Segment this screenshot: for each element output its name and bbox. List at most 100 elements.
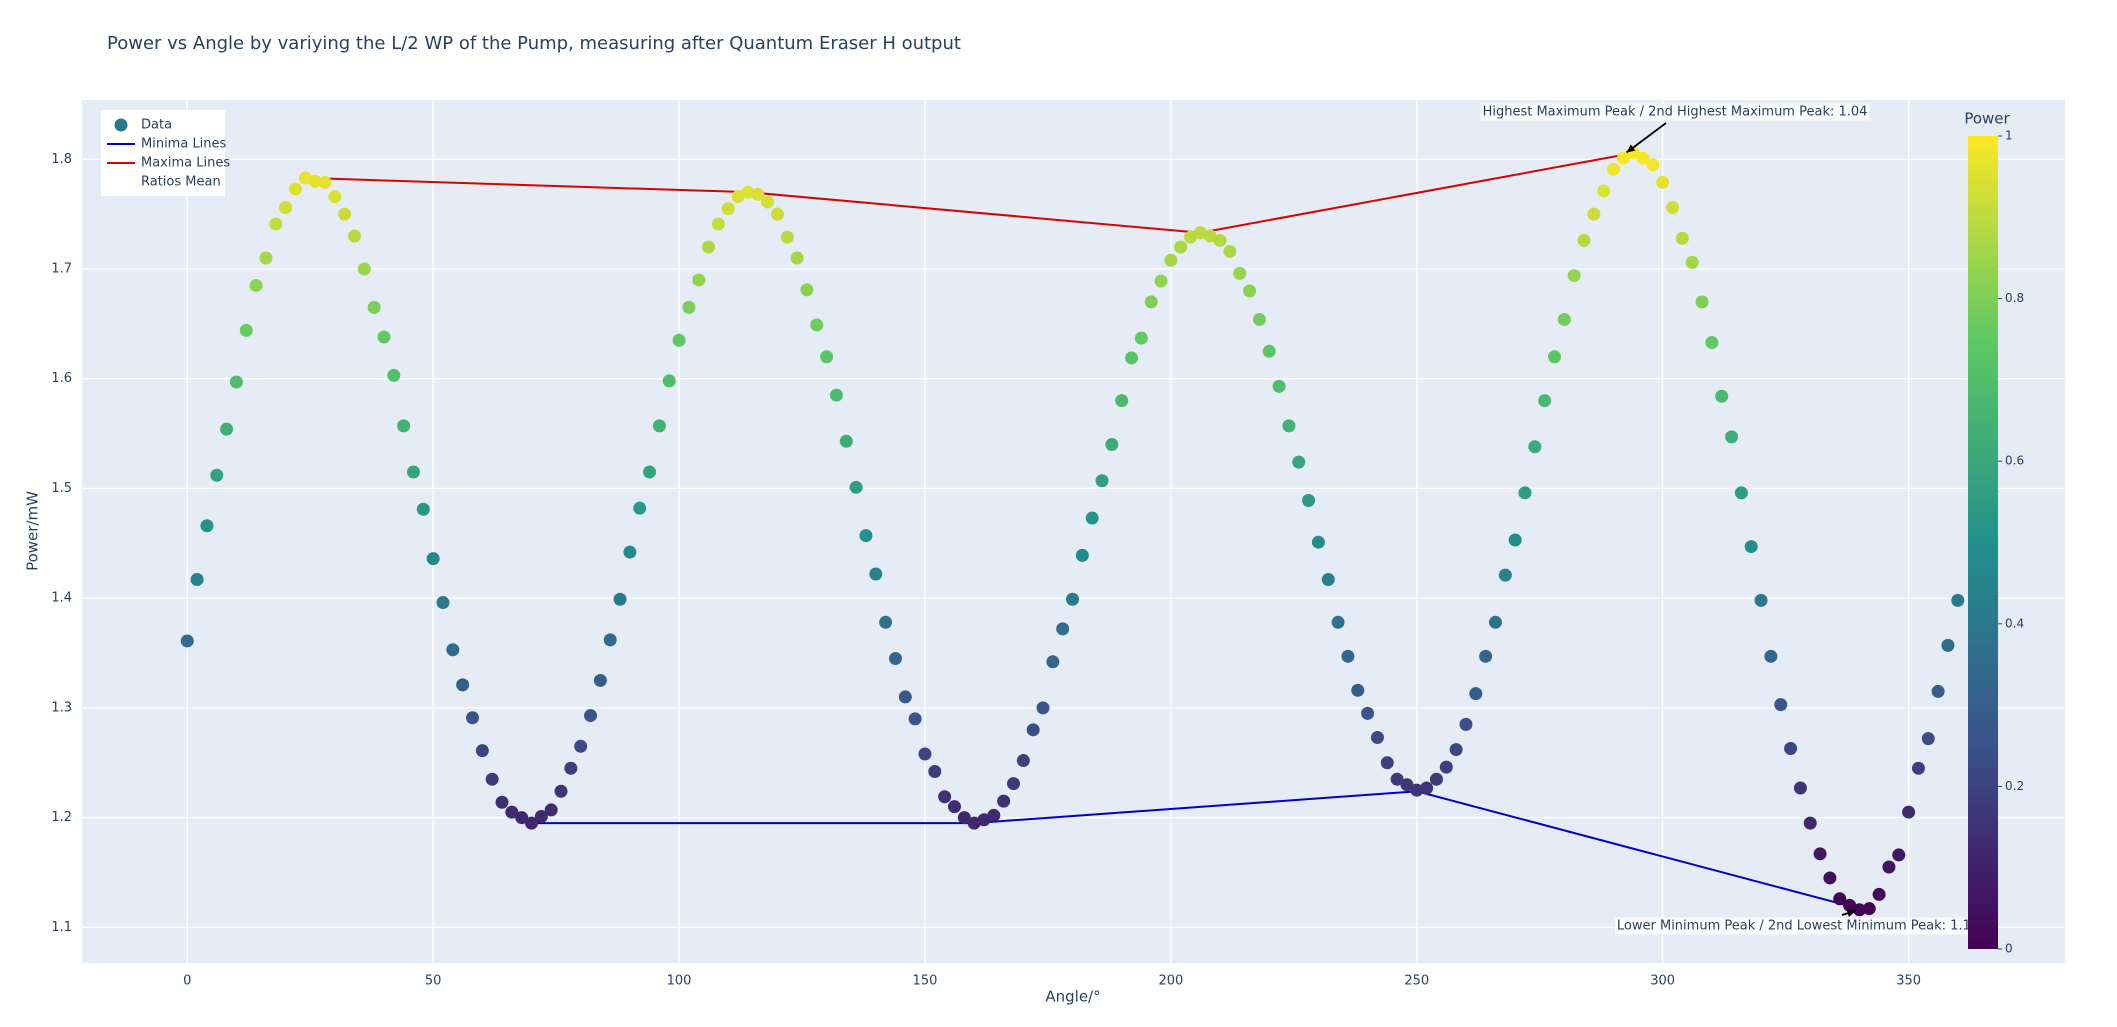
data-point xyxy=(800,283,814,297)
data-point xyxy=(1341,649,1355,663)
data-point xyxy=(1685,255,1699,269)
data-point xyxy=(1262,344,1276,358)
data-point xyxy=(1459,717,1473,731)
data-point xyxy=(1144,295,1158,309)
data-point xyxy=(967,816,981,830)
data-point xyxy=(1321,573,1335,587)
data-point xyxy=(544,803,558,817)
data-point xyxy=(249,278,263,292)
chart-title: Power vs Angle by variying the L/2 WP of… xyxy=(107,33,961,54)
data-point xyxy=(475,744,489,758)
data-point xyxy=(623,545,637,559)
data-point xyxy=(515,811,529,825)
data-point xyxy=(820,350,834,364)
data-point xyxy=(1134,331,1148,345)
data-point xyxy=(1046,655,1060,669)
series-line xyxy=(531,790,1860,910)
data-point xyxy=(810,318,824,332)
data-point xyxy=(997,794,1011,808)
annotation-arrowhead xyxy=(1846,909,1856,917)
data-point xyxy=(888,652,902,666)
data-point xyxy=(849,480,863,494)
data-point xyxy=(1793,781,1807,795)
legend-label: Maxima Lines xyxy=(141,156,230,171)
data-point xyxy=(220,422,234,436)
data-point xyxy=(859,529,873,543)
x-axis-title: Angle/° xyxy=(1045,988,1100,1006)
x-tick-label: 0 xyxy=(183,974,191,989)
data-point xyxy=(279,201,293,215)
data-point xyxy=(367,300,381,314)
data-point xyxy=(1941,638,1955,652)
annotation-arrowhead xyxy=(1626,144,1636,153)
legend-label: Minima Lines xyxy=(141,137,227,152)
data-point xyxy=(1125,351,1139,365)
data-point xyxy=(908,712,922,726)
data-point xyxy=(1774,698,1788,712)
data-point xyxy=(406,465,420,479)
data-point xyxy=(613,592,627,606)
data-point xyxy=(1803,816,1817,830)
data-point xyxy=(1931,684,1945,698)
data-point xyxy=(839,434,853,448)
data-point xyxy=(426,552,440,566)
data-point xyxy=(1223,244,1237,258)
series-line xyxy=(305,153,1624,234)
data-point xyxy=(1311,535,1325,549)
data-point xyxy=(190,573,204,587)
data-point xyxy=(633,501,647,515)
y-tick-label: 1.5 xyxy=(51,481,72,496)
data-point xyxy=(643,465,657,479)
data-point xyxy=(672,333,686,347)
data-point xyxy=(1597,184,1611,198)
data-point xyxy=(584,709,598,723)
annotation-box xyxy=(1614,917,1982,935)
data-point xyxy=(1410,783,1424,797)
data-point xyxy=(1390,772,1404,786)
data-point xyxy=(1115,394,1129,408)
colorbar-tick-label: 0.2 xyxy=(2005,779,2024,793)
data-point xyxy=(1813,847,1827,861)
data-point xyxy=(1498,568,1512,582)
data-point xyxy=(554,784,568,798)
data-point xyxy=(1449,743,1463,757)
data-point xyxy=(534,810,548,824)
colorbar-tick-label: 0.4 xyxy=(2005,616,2024,630)
data-point xyxy=(790,251,804,265)
y-axis-title: Power/mW xyxy=(24,491,42,571)
data-point xyxy=(1744,540,1758,554)
data-point xyxy=(780,230,794,244)
data-point xyxy=(1400,778,1414,792)
data-point xyxy=(1508,533,1522,547)
data-point xyxy=(1882,860,1896,874)
data-point xyxy=(1439,760,1453,774)
data-point xyxy=(466,711,480,725)
data-point xyxy=(1243,284,1257,298)
annotation-text: Highest Maximum Peak / 2nd Highest Maxim… xyxy=(1483,105,1868,120)
data-point xyxy=(1911,761,1925,775)
data-point xyxy=(1784,741,1798,755)
data-point xyxy=(721,202,735,216)
data-point xyxy=(1852,903,1866,917)
data-point xyxy=(702,240,716,254)
data-point xyxy=(574,739,588,753)
y-tick-label: 1.1 xyxy=(51,920,72,935)
data-point xyxy=(485,772,499,786)
data-point xyxy=(977,813,991,827)
data-point xyxy=(1892,848,1906,862)
data-point xyxy=(662,374,676,388)
data-point xyxy=(1872,887,1886,901)
colorbar-title: Power xyxy=(1964,110,2010,128)
data-point xyxy=(387,368,401,382)
data-point xyxy=(947,800,961,814)
data-point xyxy=(239,323,253,337)
data-point xyxy=(1646,158,1660,172)
data-point xyxy=(1479,649,1493,663)
x-tick-label: 300 xyxy=(1650,974,1675,989)
data-point xyxy=(1006,777,1020,791)
data-point xyxy=(1754,593,1768,607)
data-point xyxy=(1587,207,1601,221)
data-point xyxy=(1862,902,1876,916)
annotation-text: Lower Minimum Peak / 2nd Lowest Minimum … xyxy=(1617,919,1979,934)
legend-symbol xyxy=(114,118,128,132)
